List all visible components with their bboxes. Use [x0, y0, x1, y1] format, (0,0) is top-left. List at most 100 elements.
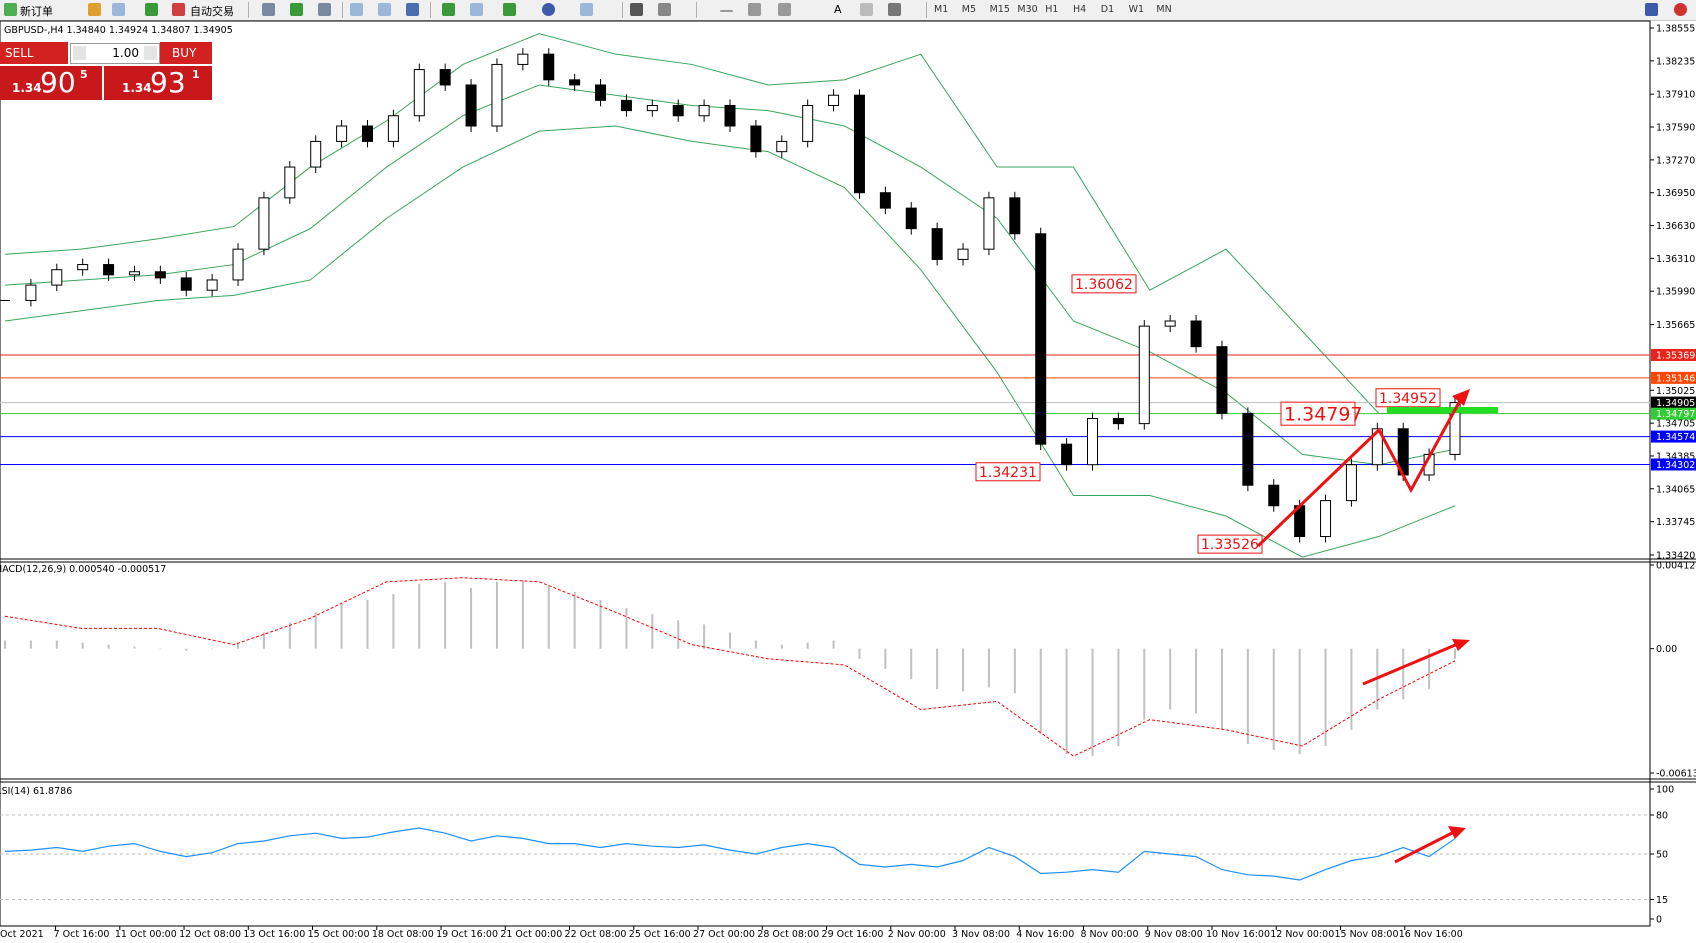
y-tick-label: 80 [1656, 811, 1668, 822]
timeframe[interactable]: M5 [961, 4, 977, 15]
buy-price-big: 1.34 [122, 81, 152, 95]
y-tick-label: 0.00 [1656, 644, 1677, 655]
macd-bar [366, 600, 369, 649]
x-tick-label: 19 Oct 16:00 [436, 929, 498, 940]
y-tick-label: 1.33745 [1656, 517, 1695, 528]
zoom-in[interactable] [350, 3, 363, 16]
macd-bar [288, 622, 291, 649]
fibo[interactable] [778, 3, 791, 16]
timeframe[interactable]: W1 [1128, 4, 1145, 15]
candle [387, 115, 399, 142]
auto-trading[interactable]: 自动交易 [190, 5, 234, 18]
new-order-icon[interactable] [4, 3, 17, 16]
zone-marker [1387, 407, 1498, 413]
search[interactable] [1645, 3, 1658, 16]
trend[interactable] [748, 3, 761, 16]
arrows[interactable] [888, 3, 901, 16]
candle [51, 269, 63, 286]
candle [517, 53, 529, 65]
x-tick-label: 12 Oct 08:00 [179, 929, 241, 940]
price-level-label: 1.34574 [1656, 432, 1695, 443]
icon[interactable] [145, 3, 158, 16]
macd-bar [936, 648, 939, 690]
x-tick-label: 13 Oct 16:00 [243, 929, 305, 940]
icon[interactable] [442, 3, 455, 16]
new-order[interactable]: 新订单 [20, 5, 53, 18]
auto-trading-icon[interactable] [172, 3, 185, 16]
price-label: 1.34952 [1379, 391, 1437, 407]
price-label: 1.34797 [1284, 404, 1363, 426]
indicators[interactable] [503, 3, 516, 16]
text-tool[interactable]: A [834, 3, 842, 16]
macd-bar [910, 648, 913, 680]
macd-bar [1298, 648, 1301, 755]
x-tick-label: 29 Oct 16:00 [822, 929, 884, 940]
buy-price[interactable]: 1.34 93 1 [104, 66, 212, 100]
icon[interactable] [112, 3, 125, 16]
price-level-label: 1.35146 [1656, 373, 1695, 384]
candle [232, 248, 244, 281]
x-tick-label: 12 Nov 00:00 [1270, 929, 1334, 940]
candle [310, 140, 322, 168]
timeframe[interactable]: MN [1156, 4, 1172, 15]
candle [103, 264, 115, 276]
icon[interactable] [290, 3, 303, 16]
rsi-header: RSI(14) 61.8786 [0, 786, 72, 797]
notifications[interactable] [1674, 3, 1687, 16]
candle [284, 166, 296, 199]
candle [1320, 500, 1332, 538]
macd-bar [185, 648, 188, 651]
y-tick-label: 1.37590 [1656, 123, 1695, 134]
sell-price[interactable]: 1.34 90 5 [0, 66, 102, 100]
candle [879, 192, 891, 209]
lot-input[interactable]: 1.00 [70, 43, 160, 64]
macd-bar [1143, 648, 1146, 720]
hline[interactable] [720, 10, 733, 12]
icon[interactable] [262, 3, 275, 16]
icon[interactable] [318, 3, 331, 16]
tile[interactable] [406, 3, 419, 16]
macd-bar [547, 585, 550, 649]
templates[interactable] [580, 3, 593, 16]
rsi-arrow [1394, 829, 1457, 864]
timeframe[interactable]: H4 [1073, 4, 1087, 15]
macd-bar [81, 642, 84, 649]
symbol-header: GBPUSD-,H4 1.34840 1.34924 1.34807 1.349… [4, 25, 233, 36]
buy-label[interactable]: BUY [172, 46, 197, 60]
timeframe[interactable]: M1 [934, 4, 949, 15]
icon[interactable] [88, 3, 101, 16]
timeframe[interactable]: M30 [1017, 4, 1038, 15]
timeframe[interactable]: H1 [1045, 4, 1059, 15]
y-tick-label: 0 [1656, 915, 1662, 926]
separator [342, 2, 343, 18]
y-tick-label: 1.35990 [1656, 287, 1695, 298]
sell-label[interactable]: SELL [5, 46, 34, 60]
sell-button[interactable]: SELL [0, 42, 68, 64]
macd-bar [159, 648, 162, 650]
y-tick-label: 100 [1656, 785, 1674, 796]
candle [750, 125, 762, 153]
price-label-box [975, 462, 1041, 482]
candle [543, 53, 555, 81]
lot-value[interactable]: 1.00 [112, 46, 139, 60]
separator [430, 2, 431, 18]
cursor[interactable] [630, 3, 643, 16]
periods[interactable] [542, 3, 555, 16]
candle [1061, 443, 1073, 466]
macd-bar [858, 648, 861, 659]
candle [1242, 412, 1254, 486]
y-tick-label: -0.006132 [1656, 769, 1696, 780]
macd-bar [1091, 648, 1094, 757]
candle [206, 279, 218, 291]
y-tick-label: 1.35665 [1656, 320, 1695, 331]
zoom-out[interactable] [378, 3, 391, 16]
candle [77, 264, 89, 271]
buy-button[interactable]: BUY [160, 42, 212, 64]
label-tool[interactable] [860, 3, 873, 16]
y-tick-label: 1.36310 [1656, 254, 1695, 265]
timeframe[interactable]: D1 [1100, 4, 1115, 15]
icon[interactable] [470, 3, 483, 16]
crosshair[interactable] [658, 3, 671, 16]
price-level-label: 1.34797 [1656, 409, 1695, 420]
timeframe[interactable]: M15 [989, 4, 1010, 15]
